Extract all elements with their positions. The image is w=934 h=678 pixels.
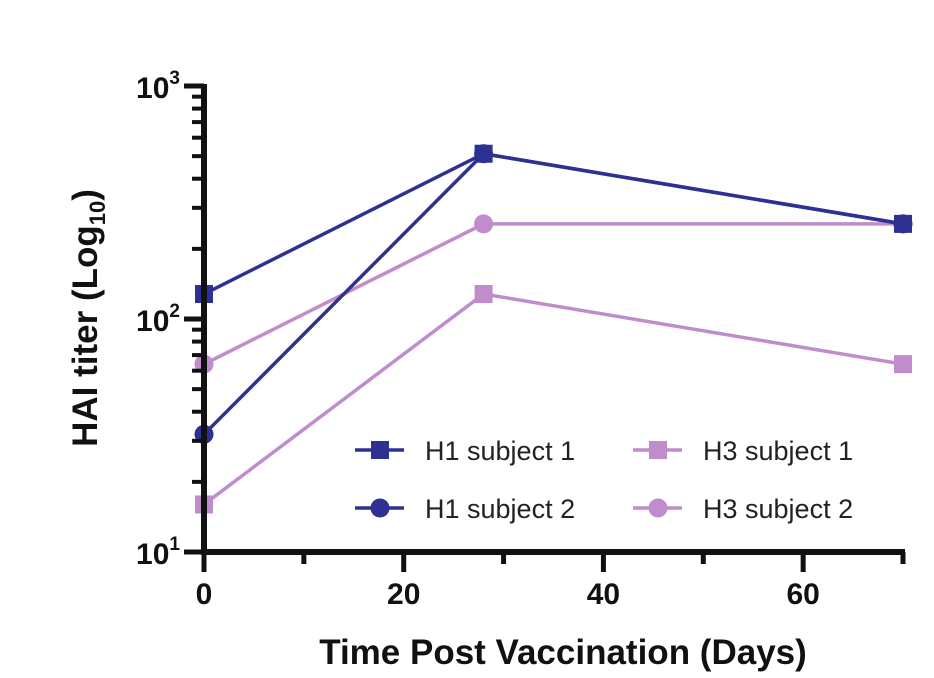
x-tick-label: 40 xyxy=(587,578,620,611)
legend-marker xyxy=(649,441,667,459)
data-point xyxy=(894,355,912,374)
legend-marker xyxy=(371,441,389,459)
series-line xyxy=(203,222,903,366)
y-tick-label: 102 xyxy=(136,301,180,338)
data-point xyxy=(474,285,493,304)
legend-label: H3 subject 1 xyxy=(703,436,853,466)
y-tick-label-exponent: 2 xyxy=(169,301,180,322)
legend-entry: H1 subject 2 xyxy=(355,494,575,524)
legend-label: H1 subject 1 xyxy=(425,436,575,466)
series-h3-subject-1 xyxy=(195,285,912,514)
legend-entry: H3 subject 1 xyxy=(633,436,853,466)
y-axis-title-close: ) xyxy=(66,189,105,201)
y-tick-label-base: 10 xyxy=(136,538,169,571)
y-tick-label-base: 10 xyxy=(136,305,169,338)
x-tick-label: 60 xyxy=(786,578,819,611)
data-point xyxy=(893,214,913,234)
legend-marker xyxy=(648,498,668,518)
y-tick-label-exponent: 1 xyxy=(169,534,180,555)
y-axis-title-subscript: 10 xyxy=(85,201,110,225)
series-layer xyxy=(194,144,913,514)
legend-entry: H3 subject 2 xyxy=(633,494,853,524)
y-axis-title: HAI titer (Log10) xyxy=(66,189,110,447)
series-h1-subject-2 xyxy=(194,144,913,444)
y-tick-label: 103 xyxy=(136,68,180,105)
legend-entry: H1 subject 1 xyxy=(355,436,575,466)
data-point xyxy=(474,214,494,234)
y-tick-label-exponent: 3 xyxy=(169,68,180,89)
series-h3-subject-2 xyxy=(194,214,913,374)
axes-layer xyxy=(201,84,905,555)
x-tick-label: 0 xyxy=(196,578,213,611)
series-line xyxy=(202,292,904,506)
data-point xyxy=(474,144,494,164)
legend-label: H1 subject 2 xyxy=(425,494,575,524)
y-tick-label-base: 10 xyxy=(136,72,169,105)
legend: H1 subject 1 H3 subject 1 H1 subject 2 H3 s… xyxy=(355,436,853,524)
legend-label: H3 subject 2 xyxy=(703,494,853,524)
y-tick-label: 101 xyxy=(136,534,180,571)
ticks-layer xyxy=(184,83,906,572)
y-axis-title-main: HAI titer (Log xyxy=(66,225,105,447)
x-tick-label: 20 xyxy=(387,578,420,611)
series-line xyxy=(202,151,904,436)
legend-marker xyxy=(370,498,390,518)
x-axis-title: Time Post Vaccination (Days) xyxy=(319,633,807,672)
